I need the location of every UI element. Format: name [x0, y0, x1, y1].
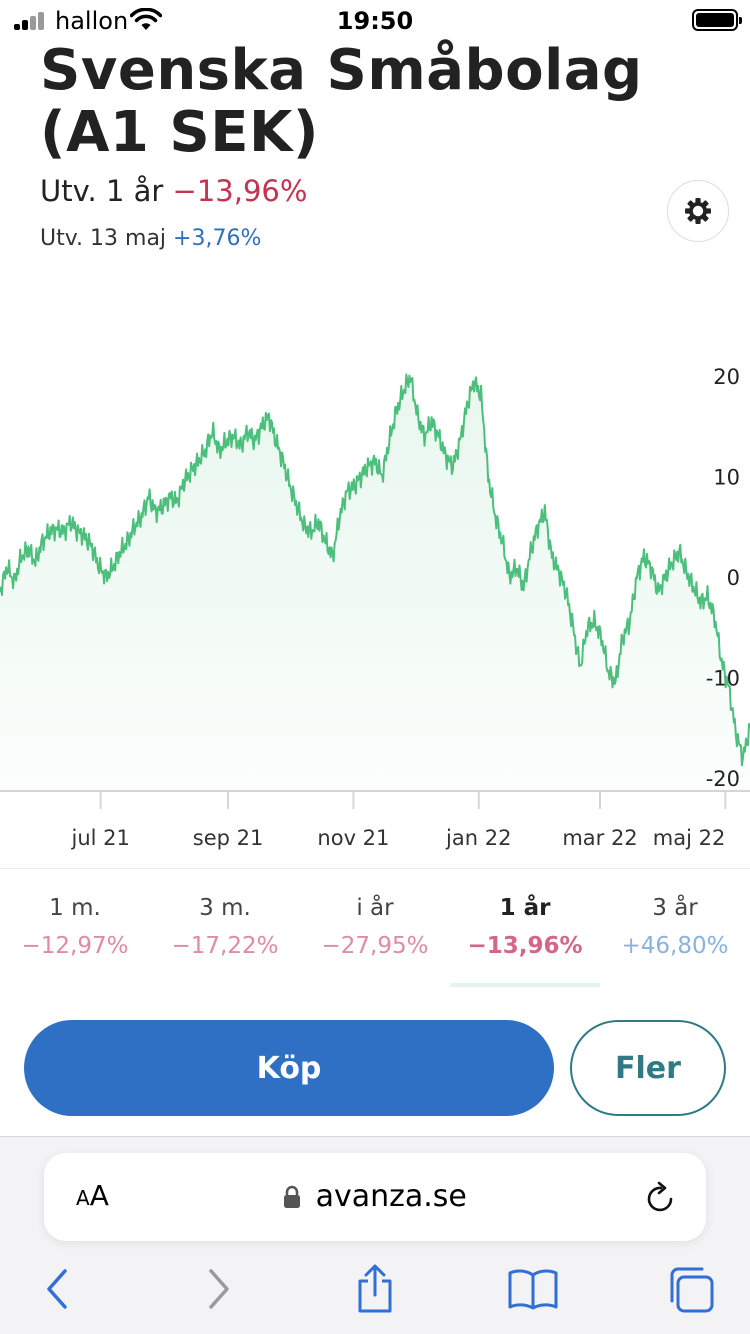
change-one-year: Utv. 1 år −13,96% [40, 174, 307, 208]
fund-title: Svenska Småbolag (A1 SEK) [40, 38, 643, 165]
period-tab-label: 3 år [652, 895, 698, 921]
chevron-right-icon[interactable] [200, 1267, 236, 1311]
period-tabs: 1 m. −12,97% 3 m. −17,22% i år −27,95% 1 år −13… [0, 868, 750, 988]
battery-icon [692, 9, 742, 31]
period-tab[interactable]: 1 år −13,96% [450, 869, 600, 989]
change-one-year-value: −13,96% [172, 174, 308, 208]
more-button[interactable]: Fler [570, 1020, 726, 1116]
period-tab-value: −13,96% [467, 933, 583, 959]
period-tab-value: −12,97% [21, 933, 129, 959]
carrier-name: hallon [55, 7, 129, 35]
gear-icon [685, 198, 711, 224]
period-tab[interactable]: 1 m. −12,97% [0, 869, 150, 989]
status-bar: hallon 19:50 [0, 0, 750, 40]
period-tab-value: −17,22% [171, 933, 279, 959]
period-tab-label: 1 m. [49, 895, 101, 921]
change-today-label: Utv. 13 maj [40, 226, 167, 251]
period-tab[interactable]: 3 år +46,80% [600, 869, 750, 989]
tabs-icon[interactable] [666, 1265, 716, 1315]
period-tab-label: 1 år [499, 895, 551, 921]
x-tick-label: mar 22 [562, 826, 637, 850]
y-tick-label: 10 [713, 466, 740, 490]
x-tick-label: sep 21 [193, 826, 264, 850]
browser-toolbar: AA avanza.se [0, 1136, 750, 1334]
y-tick-label: 0 [727, 566, 740, 590]
chart-area-fill [0, 374, 750, 791]
book-icon[interactable] [506, 1267, 560, 1311]
chevron-left-icon[interactable] [40, 1267, 76, 1311]
x-tick-label: nov 21 [317, 826, 389, 850]
text-size-button[interactable]: AA [76, 1179, 109, 1212]
address-bar[interactable]: AA avanza.se [44, 1153, 706, 1241]
chart-series-line [0, 373, 750, 767]
price-chart[interactable]: jul 21 sep 21 nov 21 jan 22 mar 22 maj 22 20 1… [0, 360, 750, 860]
y-tick-label: -10 [706, 667, 740, 691]
cellular-signal-icon [14, 12, 50, 30]
period-tab-value: −27,95% [321, 933, 429, 959]
y-tick-label: -20 [706, 767, 740, 791]
buy-button[interactable]: Köp [24, 1020, 554, 1116]
chart-settings-button[interactable] [667, 180, 729, 242]
x-tick-label: maj 22 [653, 826, 726, 850]
x-tick-label: jul 21 [70, 826, 129, 850]
x-tick-label: jan 22 [445, 826, 511, 850]
period-tab-label: i år [356, 895, 394, 921]
period-tab-value: +46,80% [621, 933, 729, 959]
change-one-year-label: Utv. 1 år [40, 174, 164, 208]
active-tab-indicator [450, 983, 600, 987]
change-today: Utv. 13 maj +3,76% [40, 226, 261, 251]
text-size-big: A [89, 1179, 109, 1212]
period-tab[interactable]: i år −27,95% [300, 869, 450, 989]
text-size-small: A [76, 1186, 90, 1210]
clock: 19:50 [336, 7, 414, 35]
lock-icon [284, 1185, 301, 1208]
chart-svg: jul 21 sep 21 nov 21 jan 22 mar 22 maj 22 20 1… [0, 365, 750, 850]
url-text: avanza.se [315, 1179, 467, 1214]
reload-icon[interactable] [644, 1179, 678, 1215]
period-tab-label: 3 m. [199, 895, 251, 921]
share-icon[interactable] [352, 1263, 398, 1315]
wifi-icon [130, 8, 162, 30]
period-tab[interactable]: 3 m. −17,22% [150, 869, 300, 989]
change-today-value: +3,76% [173, 226, 262, 251]
y-tick-label: 20 [713, 365, 740, 389]
